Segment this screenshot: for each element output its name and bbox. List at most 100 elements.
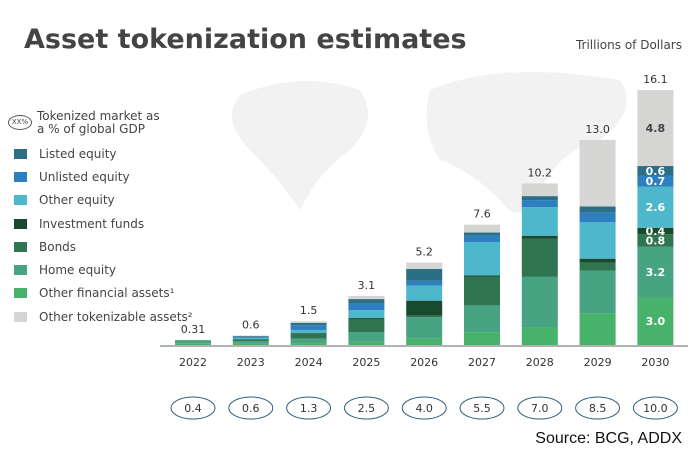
legend-swatch — [14, 241, 27, 252]
legend-label: Home equity — [39, 263, 116, 278]
segment-label: 4.8 — [646, 122, 666, 135]
bar-segment — [232, 339, 269, 342]
bar-segment — [406, 262, 443, 269]
legend-item: Bonds — [8, 235, 193, 258]
legend-label: Other equity — [39, 193, 115, 208]
legend-swatch — [14, 288, 27, 299]
legend-swatch — [14, 311, 27, 322]
bar-segment — [521, 238, 558, 277]
bar-segment — [406, 280, 443, 286]
x-tick-label: 2028 — [526, 356, 554, 369]
legend: XX% Tokenized market as a % of global GD… — [8, 110, 193, 328]
bar-segment — [637, 166, 674, 176]
bar-segment — [348, 295, 385, 300]
x-tick-label: 2030 — [641, 356, 669, 369]
bar-segment — [348, 303, 385, 311]
legend-item: Investment funds — [8, 212, 193, 235]
bar-segment — [579, 313, 616, 345]
bar-segment — [579, 258, 616, 263]
bar-segment — [348, 318, 385, 320]
bar-segment — [406, 317, 443, 339]
bar-segment — [406, 338, 443, 345]
gdp-oval — [228, 396, 274, 420]
bar-segment — [579, 222, 616, 259]
total-label: 5.2 — [415, 246, 433, 259]
bar-segment — [290, 333, 327, 334]
bar-segment — [521, 207, 558, 236]
legend-item: Other equity — [8, 189, 193, 212]
bar-segment — [637, 90, 674, 167]
bar-segment — [464, 305, 500, 333]
bar-segment — [579, 139, 616, 207]
bar-segment — [290, 322, 327, 326]
x-tick-label: 2024 — [295, 356, 323, 369]
bar-segment — [290, 343, 327, 345]
source-note: Source: BCG, ADDX — [535, 430, 682, 447]
x-tick-label: 2022 — [179, 356, 207, 369]
bar-segment — [521, 183, 558, 197]
segment-label: 2.6 — [646, 201, 666, 214]
bar-segment — [232, 337, 269, 340]
gdp-percent-label: 0.4 — [184, 402, 202, 415]
gdp-percent-label: 7.0 — [531, 402, 549, 415]
bar-segment — [290, 329, 327, 334]
total-label: 16.1 — [643, 73, 668, 86]
bar-segment — [464, 242, 500, 276]
bar-segment — [521, 327, 558, 345]
legend-label: Unlisted equity — [39, 169, 130, 184]
gdp-oval — [401, 396, 447, 420]
bar-segment — [464, 232, 500, 236]
total-label: 13.0 — [585, 123, 610, 136]
bar-segment — [406, 268, 443, 281]
bar-segment — [290, 338, 327, 344]
legend-swatch — [14, 195, 27, 206]
bar-segment — [232, 337, 269, 338]
legend-item: Listed equity — [8, 142, 193, 165]
segment-label: 0.7 — [646, 175, 666, 188]
legend-item: Other financial assets¹ — [8, 282, 193, 305]
bar-segment — [348, 319, 385, 333]
bar-segment — [637, 297, 674, 345]
legend-label: Bonds — [39, 239, 77, 254]
bar-segment — [348, 310, 385, 319]
bar-segment — [637, 246, 674, 298]
legend-gdp: XX% Tokenized market as a % of global GD… — [8, 110, 193, 136]
bar-segment — [348, 341, 385, 345]
gdp-oval — [459, 396, 505, 420]
bar-segment — [521, 276, 558, 328]
gdp-percent-label: 10.0 — [643, 402, 668, 415]
x-tick-label: 2029 — [584, 356, 612, 369]
bar-segment — [464, 235, 500, 243]
bar-segment — [406, 315, 443, 318]
total-label: 1.5 — [300, 304, 318, 317]
legend-label: Other tokenizable assets² — [39, 309, 193, 324]
bar-segment — [637, 186, 674, 228]
gdp-oval — [632, 396, 678, 420]
bar-segment — [579, 262, 616, 271]
bar-segment — [579, 270, 616, 314]
segment-label: 3.0 — [646, 315, 666, 328]
gdp-percent-label: 0.6 — [242, 402, 260, 415]
total-label: 0.31 — [181, 323, 206, 336]
gdp-oval-icon: XX% — [8, 115, 32, 130]
gdp-oval — [343, 396, 389, 420]
unit-label: Trillions of Dollars — [575, 38, 682, 52]
segment-label: 0.8 — [646, 234, 666, 247]
bar-segment — [464, 332, 500, 345]
legend-label: Investment funds — [39, 216, 145, 231]
bar-segment — [232, 336, 269, 338]
gdp-percent-label: 5.5 — [473, 402, 491, 415]
bar-segment — [521, 235, 558, 239]
bar-segment — [348, 332, 385, 342]
bar-segment — [579, 206, 616, 213]
legend-label: Listed equity — [39, 146, 117, 161]
bar-segment — [464, 276, 500, 306]
gdp-percent-label: 4.0 — [415, 402, 433, 415]
bar-segment — [637, 227, 674, 235]
legend-item: Other tokenizable assets² — [8, 305, 193, 328]
legend-swatch — [14, 265, 27, 276]
gdp-oval — [170, 396, 216, 420]
